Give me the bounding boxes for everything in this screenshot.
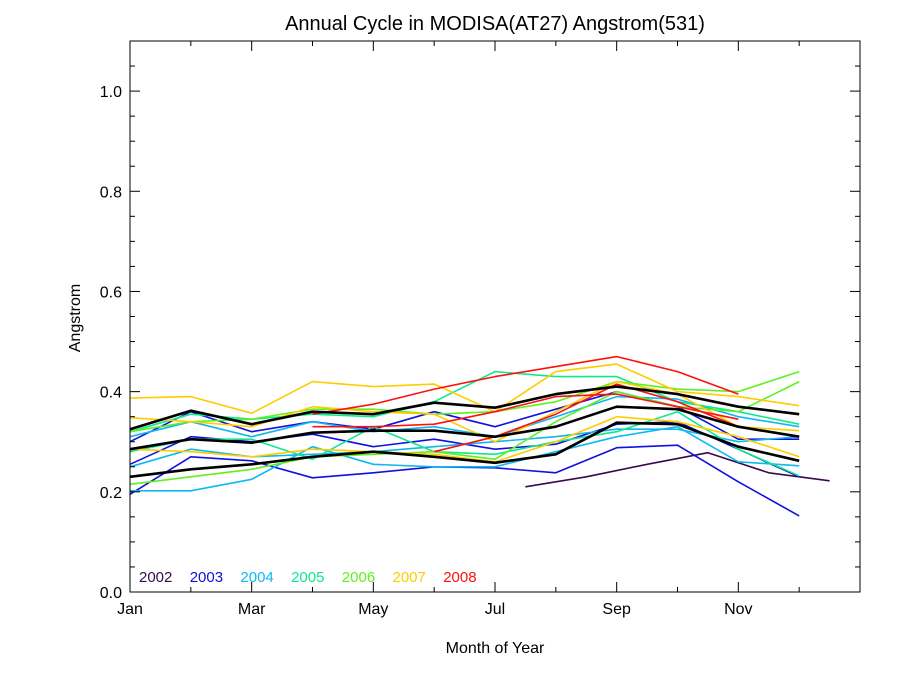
x-tick-label: Jan <box>117 601 143 618</box>
x-tick-label: Sep <box>602 601 631 618</box>
series-layer <box>129 355 830 517</box>
y-tick-label: 1.0 <box>100 84 122 101</box>
y-axis-label: Angstrom <box>67 284 84 352</box>
series-line-18 <box>129 385 800 431</box>
y-tick-label: 0.4 <box>100 385 122 402</box>
series-line-11 <box>129 370 800 433</box>
ticks-layer: Jan Mar May Jul Sep Nov 0.0 0.2 0.4 0.6 0.8 1.0 <box>100 40 861 618</box>
series-line-1 <box>525 451 830 488</box>
legend-entry-2002: 2002 <box>139 569 172 586</box>
y-tick-label: 0.0 <box>100 585 122 602</box>
legend-entry-2008: 2008 <box>443 569 476 586</box>
legend-entry-2006: 2006 <box>342 569 375 586</box>
series-line-19 <box>129 405 800 451</box>
legend-entry-2004: 2004 <box>240 569 273 586</box>
series-line-17 <box>434 383 739 453</box>
y-tick-label: 0.8 <box>100 184 122 201</box>
x-axis-label: Month of Year <box>446 640 545 657</box>
series-line-5 <box>130 425 800 492</box>
series-line-15 <box>312 355 739 415</box>
series-line-14 <box>129 415 800 463</box>
legend-entry-2005: 2005 <box>291 569 324 586</box>
series-line-9 <box>129 410 800 477</box>
series-line-13 <box>129 380 800 443</box>
legend-entry-2003: 2003 <box>190 569 223 586</box>
y-tick-label: 0.2 <box>100 485 122 502</box>
x-tick-label: Nov <box>724 601 752 618</box>
series-line-16 <box>312 393 739 428</box>
series-line-10 <box>129 380 800 486</box>
series-line-20 <box>129 421 800 479</box>
legend: 2002 2003 2004 2005 2006 2007 2008 <box>139 569 477 586</box>
x-tick-label: Jul <box>485 601 505 618</box>
series-line-8 <box>129 370 800 433</box>
x-tick-label: May <box>358 601 388 618</box>
series-line-4 <box>129 420 800 478</box>
series-line-7 <box>129 395 800 438</box>
legend-entry-2007: 2007 <box>393 569 426 586</box>
x-tick-label: Mar <box>238 601 266 618</box>
chart-title: Annual Cycle in MODISA(AT27) Angstrom(53… <box>285 13 705 35</box>
y-tick-label: 0.6 <box>100 284 122 301</box>
plot-frame <box>129 40 861 593</box>
series-line-12 <box>129 363 800 415</box>
